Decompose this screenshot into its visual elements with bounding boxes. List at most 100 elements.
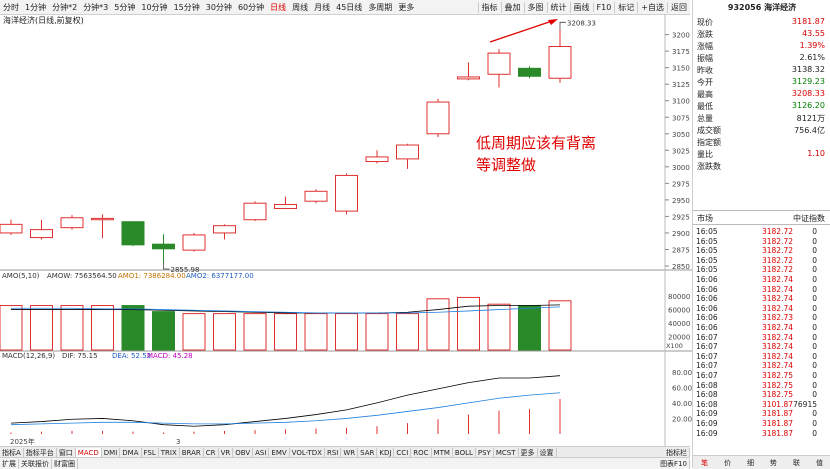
tick-row: 16:09 3181.87 0: [693, 409, 830, 418]
tool-button[interactable]: 画线: [569, 1, 593, 13]
tool-button[interactable]: 返回: [667, 1, 690, 13]
indicator-tab[interactable]: PSY: [476, 447, 494, 458]
y-tick-label: 2950: [672, 197, 690, 205]
y-tick-label: 2975: [672, 180, 690, 188]
period-tab[interactable]: 1分钟: [25, 2, 47, 12]
tool-button[interactable]: 指标: [477, 1, 501, 13]
period-tab[interactable]: 30分钟: [205, 2, 232, 12]
indicator-tab[interactable]: MTM: [432, 447, 453, 458]
panel-tab[interactable]: 联: [793, 458, 800, 467]
period-tab[interactable]: 多周期: [368, 2, 393, 12]
period-tab[interactable]: 分钟*2: [52, 2, 78, 12]
period-tab[interactable]: 45日线: [336, 2, 363, 12]
chart-f10-button[interactable]: 图表F10: [658, 458, 690, 469]
panel-tab[interactable]: 细: [747, 458, 754, 467]
bottom-link[interactable]: 关联报价: [19, 458, 52, 469]
indicator-tab[interactable]: SAR: [358, 447, 378, 458]
volume-tick-label: 80000: [668, 293, 690, 301]
y-tick-label: 3075: [672, 114, 690, 122]
period-tab[interactable]: 15分钟: [173, 2, 200, 12]
bottom-link[interactable]: 财富圈: [52, 458, 78, 469]
indicator-tab[interactable]: VR: [219, 447, 234, 458]
candle-body: [518, 67, 541, 77]
tick-price: 3181.87: [761, 419, 793, 428]
period-tab[interactable]: 分钟*3: [83, 2, 109, 12]
tool-button[interactable]: 统计: [546, 1, 570, 13]
period-tab[interactable]: 分时: [3, 2, 19, 12]
tick-row: 16:08 3182.75 0: [693, 390, 830, 399]
indicator-tab[interactable]: RSI: [325, 447, 342, 458]
tick-time: 16:05: [696, 227, 718, 236]
indicator-tab[interactable]: 窗口: [57, 447, 76, 458]
indicator-tab[interactable]: EMV: [269, 447, 290, 458]
tick-price: 3182.72: [761, 236, 793, 246]
tick-volume: 0: [812, 332, 817, 342]
quote-label: 量比: [697, 150, 713, 159]
indicator-bar-button[interactable]: 指标栏: [664, 447, 690, 458]
chart-annotation: 低周期应该有背离 等调整做: [476, 132, 596, 176]
indicator-tab[interactable]: BOLL: [453, 447, 476, 458]
dea-line: [10, 392, 561, 426]
tick-price: 3181.87: [761, 428, 793, 438]
tick-row: 16:07 3182.74 0: [693, 342, 830, 351]
indicator-tab[interactable]: CCI: [394, 447, 412, 458]
tick-price: 3182.72: [761, 227, 793, 236]
period-tab[interactable]: 日线: [270, 2, 287, 12]
indicator-tab[interactable]: 更多: [519, 447, 538, 458]
tool-button[interactable]: F10: [592, 2, 615, 12]
tick-time: 16:06: [696, 313, 718, 323]
indicator-tab[interactable]: CR: [204, 447, 219, 458]
indicator-tab[interactable]: 指标平台: [24, 447, 57, 458]
tool-button[interactable]: 多图: [523, 1, 547, 13]
market-value: 中证指数: [793, 214, 825, 223]
indicator-tab[interactable]: ROC: [411, 447, 432, 458]
indicator-tab[interactable]: 设置: [538, 447, 557, 458]
indicator-tab[interactable]: MACD: [75, 447, 102, 458]
indicator-tab[interactable]: DMA: [120, 447, 142, 458]
chart-area[interactable]: 3200 3175 3150 3125 3100 3075 3050 3025 3000 2975…: [0, 14, 692, 446]
date-label-month: 3: [176, 438, 180, 446]
indicator-tab[interactable]: BRAR: [180, 447, 204, 458]
indicator-tab[interactable]: DMI: [102, 447, 121, 458]
indicator-tab[interactable]: KDJ: [377, 447, 395, 458]
tick-volume: 0: [812, 284, 817, 294]
y-tick-label: 3050: [672, 131, 690, 139]
panel-tab[interactable]: 值: [816, 458, 823, 467]
tool-button[interactable]: 叠加: [500, 1, 524, 13]
period-tab[interactable]: 60分钟: [237, 2, 265, 12]
indicator-tab[interactable]: VOL-TDX: [290, 447, 325, 458]
indicator-tab[interactable]: 指标A: [0, 447, 24, 458]
tick-time: 16:05: [696, 236, 718, 246]
indicator-tab[interactable]: WR: [341, 447, 359, 458]
period-tab[interactable]: 5分钟: [114, 2, 136, 12]
quote-label: 最低: [697, 102, 713, 111]
tick-row: 16:07 3182.74 0: [693, 352, 830, 361]
macd-tick-label: 80.00: [672, 369, 692, 377]
tool-button[interactable]: +自选: [637, 1, 667, 13]
annotation-line-2: 等调整做: [476, 156, 537, 174]
panel-tab[interactable]: 价: [724, 458, 731, 467]
indicator-tab[interactable]: ASI: [253, 447, 270, 458]
tick-row: 16:08 3182.75 0: [693, 381, 830, 390]
period-tab[interactable]: 10分钟: [141, 2, 168, 12]
indicator-tab[interactable]: TRIX: [159, 447, 180, 458]
indicator-tab[interactable]: OBV: [233, 447, 254, 458]
indicator-tab[interactable]: MCST: [494, 447, 519, 458]
tool-button[interactable]: 标记: [614, 1, 637, 13]
market-label: 市场: [697, 214, 713, 223]
candle-body: [121, 221, 145, 246]
period-tab[interactable]: 更多: [398, 2, 415, 12]
tick-time: 16:05: [696, 255, 718, 265]
panel-tab[interactable]: 势: [770, 458, 777, 467]
indicator-tab[interactable]: FSL: [142, 447, 159, 458]
bottom-link[interactable]: 扩展: [0, 458, 19, 469]
date-label-year: 2025年: [10, 437, 35, 446]
annotation-line-1: 低周期应该有背离: [476, 134, 597, 152]
tick-price: 3182.72: [761, 255, 793, 265]
volume-bar: [335, 313, 358, 351]
tick-time: 16:06: [696, 323, 718, 332]
panel-tab[interactable]: 笔: [701, 458, 708, 467]
tick-time: 16:05: [696, 265, 718, 275]
period-tab[interactable]: 周线: [292, 2, 309, 12]
period-tab[interactable]: 月线: [314, 2, 331, 12]
